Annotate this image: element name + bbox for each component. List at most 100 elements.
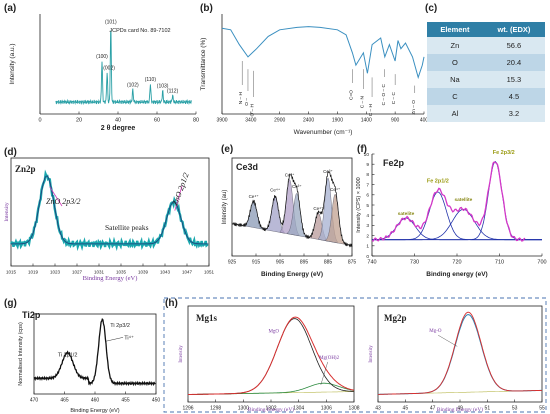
panel-label-e: (e): [221, 144, 233, 155]
mg2p-envelope-line: [378, 311, 542, 395]
ti2p-x-tick-label: 460: [91, 398, 100, 404]
edx-row: C 4.5: [427, 88, 545, 105]
mg2p-mgo-pointer: [438, 335, 458, 347]
edx-header-element: Element: [427, 22, 483, 37]
fe2p-x-tick-label: 700: [537, 260, 546, 266]
xrd-x-tick-label: 80: [193, 118, 199, 124]
ce3d-peak-label: Ce⁴⁺: [330, 187, 341, 192]
edx-row: Zn 56.6: [427, 37, 545, 54]
fe2p-x-axis-label: Binding energy (eV): [426, 271, 487, 278]
ti2p-x-tick-label: 465: [60, 398, 69, 404]
zn2p-x-tick-label: 1043: [160, 270, 171, 275]
xrd-peak-label: (110): [145, 77, 157, 83]
ftir-spectrum-line: [221, 26, 425, 80]
zn2p-title: Zn2p: [15, 164, 36, 174]
ftir-x-tick-label: 1900: [332, 118, 343, 124]
ti2p-peak-label-3-2: Ti 2p3/2: [110, 323, 130, 329]
ftir-band-label: Zn – O: [411, 100, 417, 115]
xrd-peak-label: (112): [167, 88, 179, 94]
fe2p-envelope-line: [371, 161, 526, 242]
zn2p-x-tick-label: 1015: [6, 270, 17, 275]
zn2p-x-axis-label: Binding Energy (eV): [83, 275, 138, 282]
ce3d-frame: [231, 157, 353, 257]
mg2p-x-tick-label: 49: [457, 406, 463, 412]
ftir-x-tick-label: 900: [391, 118, 400, 124]
fe2p-y-tick-label: 1: [366, 244, 369, 250]
ftir-band-label: C – C: [391, 91, 397, 104]
ce3d-x-tick-label: 905: [276, 260, 285, 266]
ftir-x-tick-label: 2900: [274, 118, 285, 124]
mg1s-y-axis-label: Intensity: [179, 345, 184, 363]
fe2p-y-tick-label: 5: [366, 203, 369, 209]
edx-element: Al: [427, 105, 483, 122]
ce3d-title: Ce3d: [236, 162, 258, 172]
mg1s-mgoh2-pointer: [320, 361, 328, 385]
edx-element: Na: [427, 71, 483, 88]
fe2p-y-tick-label: 3: [366, 223, 369, 229]
panel-label-c: (c): [425, 3, 437, 14]
xrd-peak-label: (103): [157, 84, 169, 90]
fe2p-y-tick-label: 7: [366, 182, 369, 188]
edx-element: C: [427, 88, 483, 105]
fe2p-x-tick-label: 740: [367, 260, 376, 266]
ftir-band-label: O – H: [250, 103, 256, 116]
mg2p-label-mgo: Mg-O: [429, 329, 442, 334]
fe2p-label-satellite-2: satellite: [454, 197, 472, 203]
edx-value: 15.3: [482, 71, 545, 88]
zn2p-x-tick-label: 1019: [28, 270, 39, 275]
zn2p-x-tick-label: 1039: [138, 270, 149, 275]
panel-label-a: (a): [4, 3, 16, 14]
fe2p-y-tick-label: 6: [366, 193, 369, 199]
ce3d-y-axis-label: Intensity (au): [222, 190, 228, 225]
fe2p-x-tick-label: 730: [410, 260, 419, 266]
ftir-band-label: C – H: [368, 103, 374, 116]
fe2p-label-fe2p-3-2: Fe 2p3/2: [493, 150, 515, 156]
mg1s-x-tick-label: 1300: [238, 406, 249, 412]
edx-table-header-row: Element wt. (EDX): [427, 22, 545, 37]
xrd-x-tick-label: 20: [76, 118, 82, 124]
mg1s-label-mgoh2: Mg(OH)2: [319, 356, 339, 361]
xrd-x-tick-label: 60: [154, 118, 160, 124]
ftir-x-tick-label: 3400: [245, 118, 256, 124]
mg1s-x-tick-label: 1304: [293, 406, 304, 412]
mg2p-y-axis-label: Intensity: [369, 345, 374, 363]
zn2p-1-2-pointer: [174, 185, 183, 211]
zn2p-x-tick-label: 1035: [116, 270, 127, 275]
zn2p-fit-line: [11, 175, 209, 245]
ftir-x-axis-label: Wavenumber (cm⁻¹): [294, 129, 353, 136]
panel-label-h: (h): [165, 298, 178, 309]
fe2p-y-tick-label: 8: [366, 172, 369, 178]
zn2p-x-tick-label: 1047: [182, 270, 193, 275]
ce3d-peak-label: Ce³⁺: [292, 184, 302, 189]
mg2p-x-tick-label: 51: [485, 406, 491, 412]
panel-label-d: (d): [4, 147, 17, 158]
ce3d-x-tick-label: 875: [348, 260, 357, 266]
ce3d-peak-label: Ce⁴⁺: [270, 187, 281, 192]
ti2p-x-tick-label: 450: [152, 398, 161, 404]
xrd-y-axis-label: Intensity (a.u.): [9, 43, 16, 84]
edx-row: Na 15.3: [427, 71, 545, 88]
zn2p-frame: [10, 157, 210, 267]
ce3d-envelope-line: [231, 170, 353, 248]
zn2p-annotation-satellite: Satellite peaks: [105, 223, 149, 232]
ftir-y-axis-label: Transmittance (%): [200, 38, 207, 91]
mg2p-title: Mg2p: [384, 313, 407, 323]
fe2p-fit-peak: [371, 217, 542, 241]
ftir-x-tick-label: 2400: [303, 118, 314, 124]
edx-row: Al 3.2: [427, 105, 545, 122]
fe2p-x-tick-label: 720: [452, 260, 461, 266]
fe2p-y-tick-label: 0: [366, 254, 369, 260]
ti2p-y-axis-label: Normalised Intensity (cps): [18, 322, 24, 386]
zn2p-annotation-1-2: ZnO 2p1/2: [171, 171, 191, 206]
ti2p-annotation-ti4: Ti⁴⁺: [124, 334, 134, 341]
zn2p-annotation-3-2: ZnO 2p3/2: [46, 197, 80, 206]
mg1s-x-tick-label: 1302: [265, 406, 276, 412]
ftir-band-label: C – O – C: [381, 83, 387, 105]
ce3d-x-tick-label: 925: [228, 260, 237, 266]
zn2p-y-axis-label: Intensity: [4, 202, 10, 221]
mg2p-x-axis-label: Binding Energy (eV): [437, 406, 484, 413]
mg1s-x-axis-label: Binding Energy (eV): [248, 406, 295, 413]
panel-label-g: (g): [4, 298, 17, 309]
